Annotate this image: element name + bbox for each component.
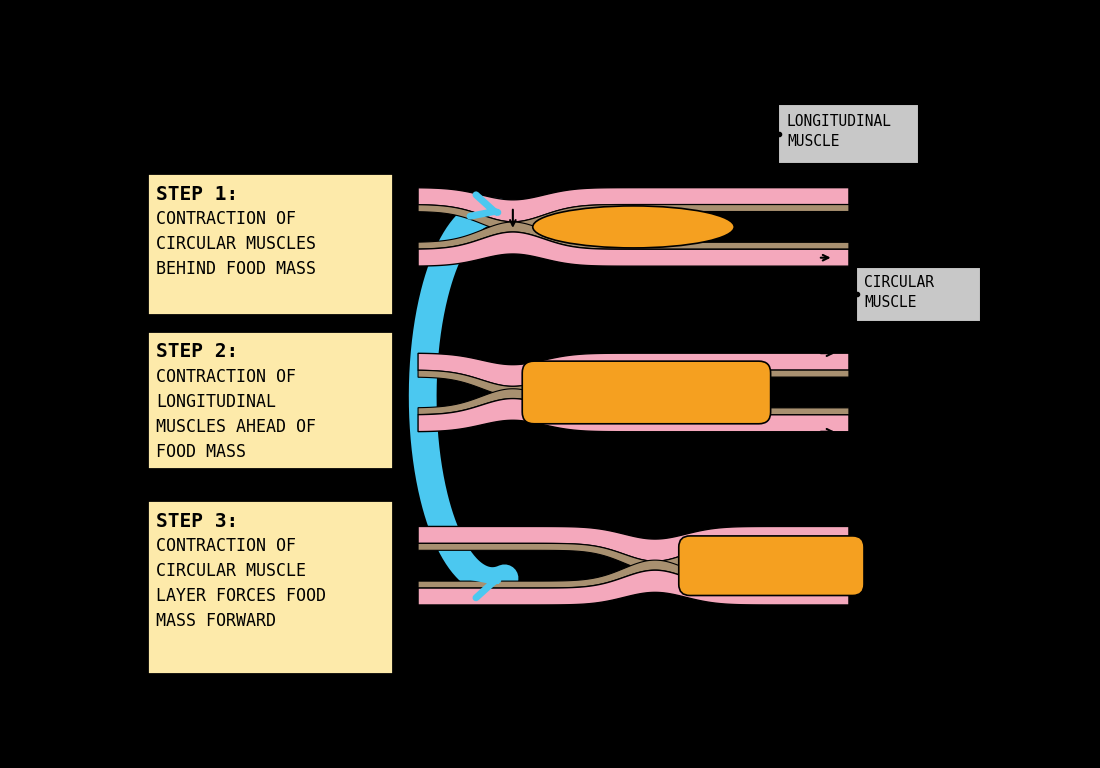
FancyBboxPatch shape <box>146 331 394 469</box>
Polygon shape <box>418 353 849 386</box>
Ellipse shape <box>532 206 735 248</box>
Text: CONTRACTION OF
LONGITUDINAL
MUSCLES AHEAD OF
FOOD MASS: CONTRACTION OF LONGITUDINAL MUSCLES AHEA… <box>156 368 316 461</box>
Polygon shape <box>418 370 849 396</box>
Polygon shape <box>418 544 849 571</box>
Text: STEP 2:: STEP 2: <box>156 343 239 362</box>
Polygon shape <box>418 389 849 415</box>
Polygon shape <box>418 222 849 250</box>
FancyBboxPatch shape <box>679 536 864 595</box>
Text: STEP 1:: STEP 1: <box>156 184 239 204</box>
Polygon shape <box>418 204 849 232</box>
FancyBboxPatch shape <box>146 173 394 316</box>
Polygon shape <box>418 232 849 266</box>
Polygon shape <box>418 187 849 222</box>
FancyBboxPatch shape <box>856 267 981 322</box>
Polygon shape <box>418 526 849 561</box>
Polygon shape <box>418 570 849 605</box>
Polygon shape <box>418 399 849 432</box>
Polygon shape <box>418 560 849 588</box>
Text: LONGITUDINAL
MUSCLE: LONGITUDINAL MUSCLE <box>786 114 892 148</box>
FancyBboxPatch shape <box>779 104 918 164</box>
Text: CONTRACTION OF
CIRCULAR MUSCLES
BEHIND FOOD MASS: CONTRACTION OF CIRCULAR MUSCLES BEHIND F… <box>156 210 316 278</box>
Text: CIRCULAR
MUSCLE: CIRCULAR MUSCLE <box>865 276 935 310</box>
FancyBboxPatch shape <box>522 361 771 424</box>
Text: CONTRACTION OF
CIRCULAR MUSCLE
LAYER FORCES FOOD
MASS FORWARD: CONTRACTION OF CIRCULAR MUSCLE LAYER FOR… <box>156 538 326 631</box>
FancyBboxPatch shape <box>146 500 394 674</box>
Text: STEP 3:: STEP 3: <box>156 511 239 531</box>
